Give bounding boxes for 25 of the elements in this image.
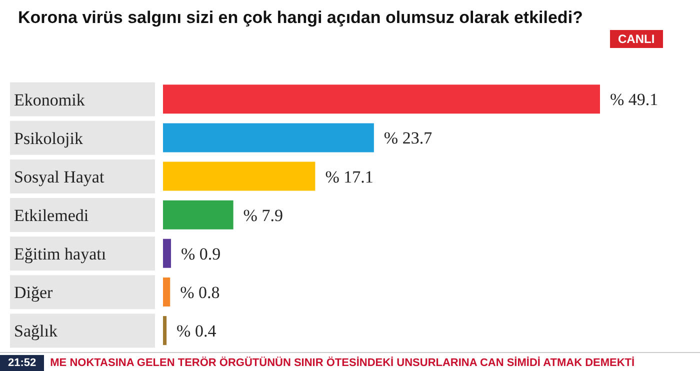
data-label: % 0.4 <box>176 322 217 341</box>
chart-title: Korona virüs salgını sizi en çok hangi açıdan olumsuz olarak etkiledi? <box>18 8 583 28</box>
text: ME NOKTASINA GELEN TERÖR ÖRGÜTÜNÜN SINIR ÖTESİNDEKİ UNSURLARINA CAN SİMİDİ ATMAK DEMEKTİ <box>50 356 635 368</box>
bar <box>163 277 170 306</box>
data-label: % 17.1 <box>325 167 374 186</box>
text: CANLI <box>610 30 663 48</box>
data-label: % 23.7 <box>384 128 433 148</box>
data-label: % 7.9 <box>243 206 283 225</box>
bar <box>163 84 600 114</box>
data-label: % 0.9 <box>181 244 221 264</box>
data-label: % 0.8 <box>180 282 220 302</box>
y-tick-label: Etkilemedi <box>14 206 89 225</box>
y-tick-label: Eğitim hayatı <box>14 244 106 264</box>
bar <box>163 123 374 152</box>
bar <box>163 316 167 346</box>
y-tick-label: Diğer <box>14 283 54 302</box>
bar <box>163 238 172 268</box>
y-tick-label: Sağlık <box>14 322 58 341</box>
y-tick-label: Ekonomik <box>14 90 86 110</box>
bar <box>163 162 316 191</box>
bar <box>163 200 234 230</box>
data-label: % 49.1 <box>610 90 658 110</box>
y-tick-label: Psikolojik <box>14 128 84 148</box>
y-tick-label: Sosyal Hayat <box>14 167 104 186</box>
text: 21:52 <box>0 354 44 370</box>
